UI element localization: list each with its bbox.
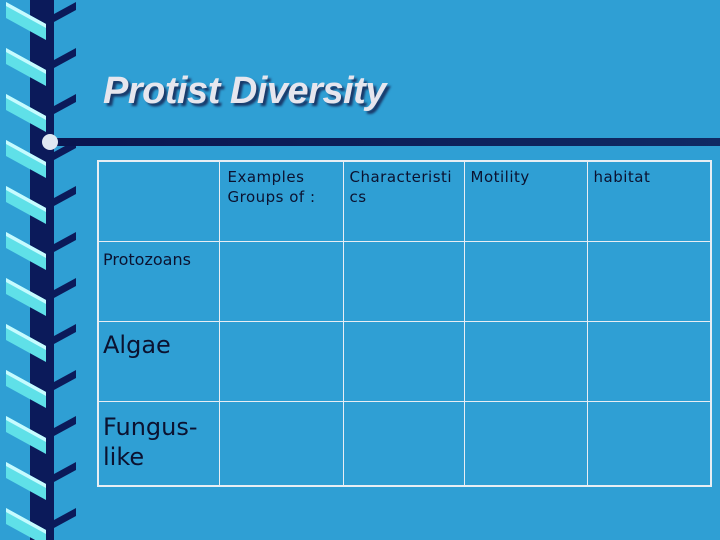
row: Fungus-like (97, 400, 712, 487)
row: Algae (97, 320, 712, 402)
table: Examples Groups of : Characteristics Mot… (97, 160, 712, 487)
cell (586, 240, 712, 322)
header-cell: Motility (463, 160, 588, 242)
row: Protozoans (97, 240, 712, 322)
cell (342, 320, 465, 402)
row-label: Fungus-like (97, 400, 220, 487)
header-cell: Examples Groups of : (218, 160, 344, 242)
cell (218, 400, 344, 487)
cell (218, 320, 344, 402)
cell (218, 240, 344, 322)
cell (342, 400, 465, 487)
slide-title: Protist Diversity (103, 70, 386, 112)
header-cell: habitat (586, 160, 712, 242)
cell (586, 400, 712, 487)
cell (586, 320, 712, 402)
row-label: Protozoans (97, 240, 220, 322)
cell (463, 400, 588, 487)
cell (463, 240, 588, 322)
header-line: Groups of : (227, 188, 316, 206)
cell (97, 160, 220, 242)
header-line: Examples (227, 168, 305, 186)
cell (342, 240, 465, 322)
header-row: Examples Groups of : Characteristics Mot… (97, 160, 712, 242)
row-label: Algae (97, 320, 220, 402)
header-cell: Characteristics (342, 160, 465, 242)
cell (463, 320, 588, 402)
